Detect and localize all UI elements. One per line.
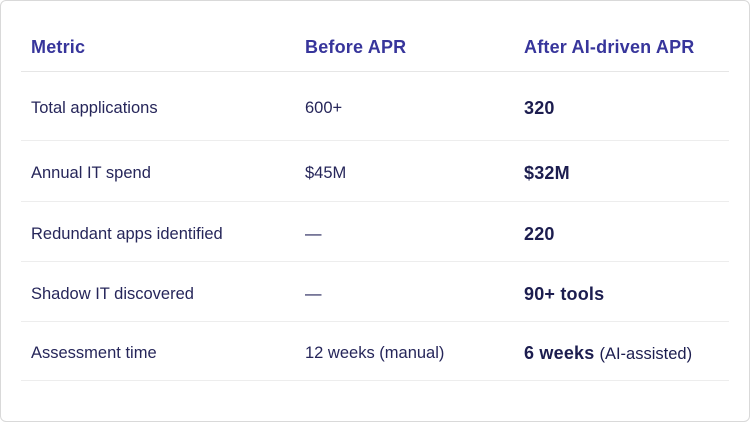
after-value-cell: 320 bbox=[524, 98, 729, 119]
after-value: 6 weeks bbox=[524, 343, 595, 363]
column-header-before-apr: Before APR bbox=[305, 37, 407, 57]
after-value-cell: 220 bbox=[524, 224, 729, 245]
after-value: $32M bbox=[524, 163, 570, 183]
after-value-cell: $32M bbox=[524, 163, 729, 184]
after-value: 220 bbox=[524, 223, 555, 244]
before-value-cell: — bbox=[305, 284, 322, 303]
metric-cell: Redundant apps identified bbox=[31, 224, 223, 243]
metric-cell: Assessment time bbox=[31, 344, 157, 362]
before-value-cell: 12 weeks (manual) bbox=[305, 344, 445, 362]
metric-cell: Total applications bbox=[31, 99, 158, 117]
table-row: Annual IT spend $45M $32M bbox=[21, 141, 729, 202]
table-row: Total applications 600+ 320 bbox=[21, 72, 729, 141]
metric-cell: Annual IT spend bbox=[31, 164, 151, 182]
column-header-metric: Metric bbox=[31, 37, 86, 57]
table-row: Redundant apps identified — 220 bbox=[21, 202, 729, 262]
before-value-cell: — bbox=[305, 224, 322, 243]
metric-cell: Shadow IT discovered bbox=[31, 284, 194, 303]
table-row: Shadow IT discovered — 90+ tools bbox=[21, 262, 729, 322]
after-value-note: (AI-assisted) bbox=[599, 345, 693, 363]
after-value: 90+ tools bbox=[524, 283, 605, 304]
column-header-after-apr: After AI-driven APR bbox=[524, 37, 695, 57]
before-value-cell: 600+ bbox=[305, 99, 343, 117]
before-value-cell: $45M bbox=[305, 164, 347, 182]
table-row: Assessment time 12 weeks (manual) 6 week… bbox=[21, 322, 729, 381]
after-value: 320 bbox=[524, 98, 555, 118]
after-value-cell: 6 weeks (AI-assisted) bbox=[524, 343, 729, 364]
table-header-row: Metric Before APR After AI-driven APR bbox=[21, 1, 729, 72]
after-value-cell: 90+ tools bbox=[524, 284, 729, 305]
